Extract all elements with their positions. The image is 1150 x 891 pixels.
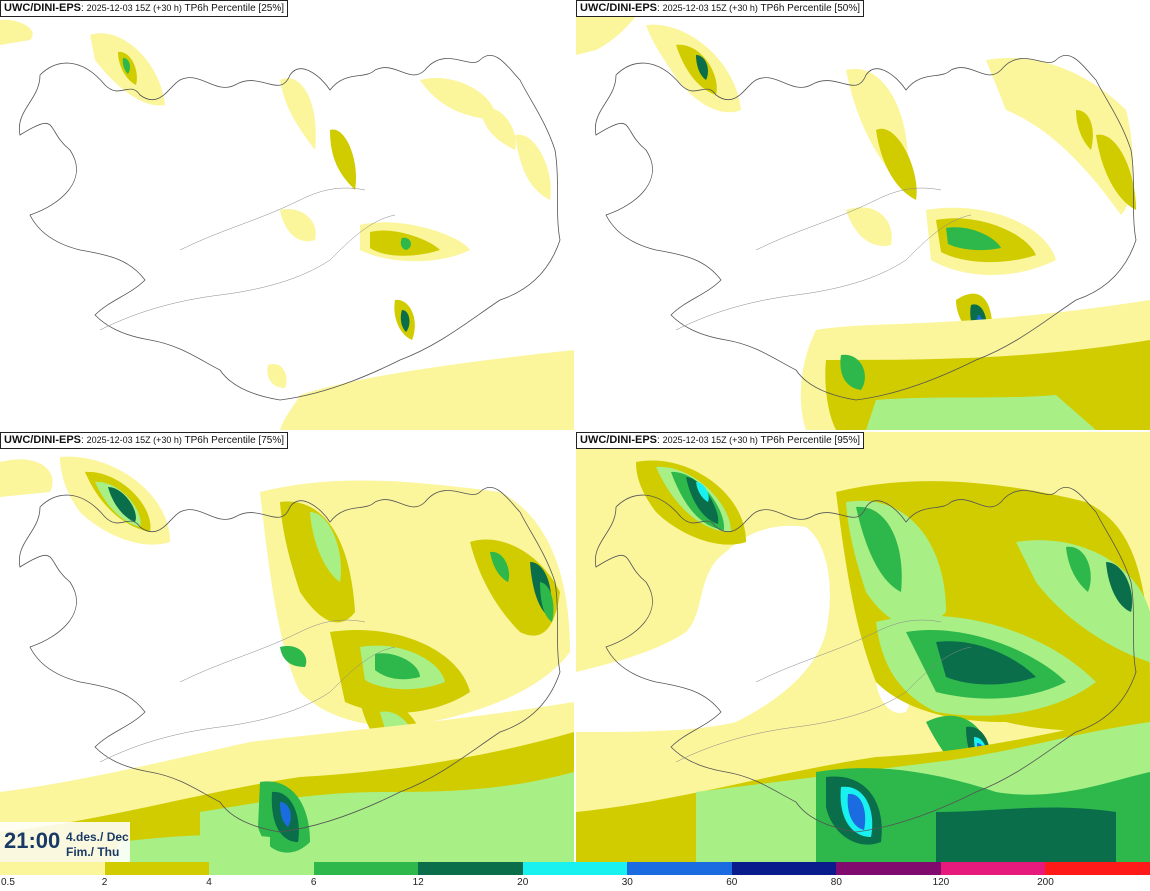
coastline-outline	[18, 486, 561, 833]
panel-title: UWC/DINI-EPS: 2025-12-03 15Z (+30 h) TP6…	[576, 432, 864, 449]
run-time: 2025-12-03 15Z (+30 h)	[86, 435, 182, 445]
precip-map	[576, 0, 1150, 430]
precip-map	[576, 432, 1150, 862]
map-panel-p50: UWC/DINI-EPS: 2025-12-03 15Z (+30 h) TP6…	[576, 0, 1150, 430]
legend-tick-label: 200	[1037, 877, 1054, 888]
legend-color-swatch	[627, 862, 733, 875]
product-name: TP6h Percentile [95%]	[760, 435, 861, 446]
legend-tick-label: 30	[621, 877, 633, 888]
legend-tick-label: 12	[412, 877, 424, 888]
panel-divider-horizontal	[0, 430, 1150, 432]
legend-tick-label: 4	[206, 877, 212, 888]
panel-title: UWC/DINI-EPS: 2025-12-03 15Z (+30 h) TP6…	[0, 0, 288, 17]
valid-date-line1: 4.des./ Dec	[66, 830, 129, 844]
legend-color-swatch	[940, 862, 1047, 875]
product-name: TP6h Percentile [25%]	[184, 3, 285, 14]
legend-color-swatch	[0, 862, 106, 875]
valid-time: 21:00	[4, 828, 61, 853]
legend-color-swatch	[1045, 862, 1150, 875]
legend-color-swatch	[209, 862, 315, 875]
panel-title: UWC/DINI-EPS: 2025-12-03 15Z (+30 h) TP6…	[0, 432, 288, 449]
run-time: 2025-12-03 15Z (+30 h)	[662, 435, 758, 445]
precip-field	[576, 432, 1150, 862]
valid-time-box: 21:00 4.des./ Dec Fim./ Thu	[0, 822, 130, 862]
legend-tick-label: 0.5	[1, 877, 15, 888]
panel-title: UWC/DINI-EPS: 2025-12-03 15Z (+30 h) TP6…	[576, 0, 864, 17]
run-time: 2025-12-03 15Z (+30 h)	[662, 3, 758, 13]
legend-color-swatch	[731, 862, 838, 875]
coastline-outline	[18, 54, 561, 401]
coastline-outline	[594, 486, 1137, 833]
legend-tick-label: 60	[726, 877, 738, 888]
precip-field	[0, 19, 574, 430]
model-name: UWC/DINI-EPS	[4, 434, 81, 446]
model-name: UWC/DINI-EPS	[580, 2, 657, 14]
run-time: 2025-12-03 15Z (+30 h)	[86, 3, 182, 13]
coastline-outline	[594, 54, 1137, 401]
precip-field	[0, 456, 574, 862]
legend-color-swatch	[313, 862, 420, 875]
map-panel-p25: UWC/DINI-EPS: 2025-12-03 15Z (+30 h) TP6…	[0, 0, 574, 430]
model-name: UWC/DINI-EPS	[580, 434, 657, 446]
legend-tick-label: 120	[932, 877, 950, 888]
legend-color-swatch	[104, 862, 211, 875]
legend-tick-label: 2	[101, 877, 108, 888]
legend-color-swatch	[418, 862, 524, 875]
legend-tick-label: 20	[517, 877, 529, 888]
legend-color-swatch	[836, 862, 942, 875]
precip-field	[576, 0, 1150, 430]
color-legend: 0.5 2 4 6 12 20 30 60 80 120 200	[0, 862, 1150, 891]
legend-tick-label: 80	[830, 877, 842, 888]
product-name: TP6h Percentile [50%]	[760, 3, 861, 14]
precip-map	[0, 19, 574, 430]
valid-date-line2: Fim./ Thu	[66, 845, 120, 859]
legend-tick-label: 6	[310, 877, 317, 888]
model-name: UWC/DINI-EPS	[4, 2, 81, 14]
precip-map	[0, 456, 574, 862]
map-panel-p75: UWC/DINI-EPS: 2025-12-03 15Z (+30 h) TP6…	[0, 432, 574, 862]
product-name: TP6h Percentile [75%]	[184, 435, 285, 446]
map-panel-p95: UWC/DINI-EPS: 2025-12-03 15Z (+30 h) TP6…	[576, 432, 1150, 862]
legend-color-swatch	[522, 862, 629, 875]
